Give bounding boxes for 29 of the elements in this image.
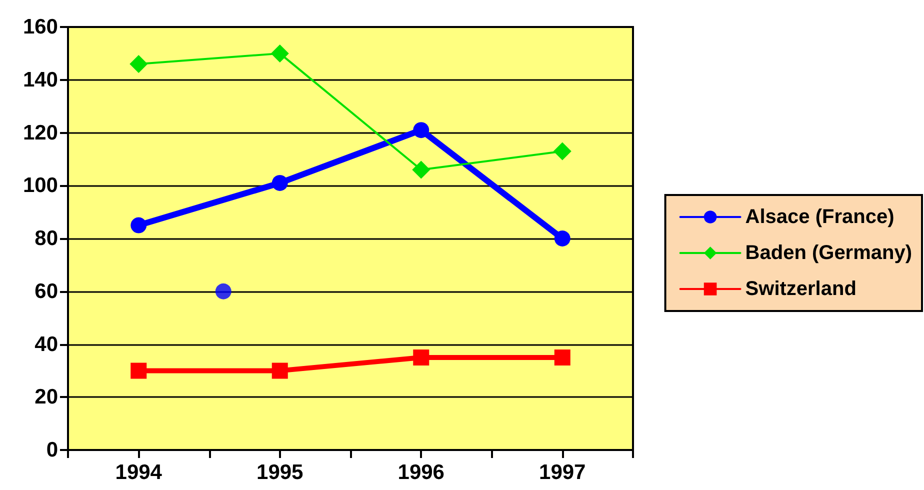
y-tick-label: 100	[22, 174, 58, 198]
y-tick-label: 40	[34, 332, 58, 356]
point	[270, 44, 289, 62]
legend-label: Baden (Germany)	[745, 242, 912, 264]
point	[130, 362, 147, 379]
legend-label: Alsace (France)	[745, 206, 894, 228]
point	[272, 174, 288, 191]
y-tick-label: 140	[22, 68, 58, 92]
point	[554, 349, 570, 366]
y-tick-label: 0	[46, 438, 58, 462]
point	[272, 362, 288, 379]
point	[130, 217, 147, 234]
x-tick-label: 1995	[256, 461, 304, 484]
y-tick-label: 20	[34, 386, 58, 409]
point	[130, 55, 148, 74]
y-tick-label: 80	[34, 227, 58, 250]
point	[412, 160, 430, 179]
point	[554, 230, 570, 246]
x-tick-label: 1997	[539, 461, 586, 484]
y-tick-label: 60	[34, 280, 58, 303]
point	[413, 349, 430, 366]
x-tick-label: 1994	[115, 461, 162, 484]
x-tick-label: 1996	[398, 461, 444, 484]
point	[413, 122, 430, 138]
y-tick-label: 160	[22, 16, 58, 38]
y-tick-label: 120	[22, 121, 58, 144]
point	[215, 283, 232, 300]
point	[553, 142, 572, 160]
legend-label: Switzerland	[745, 278, 856, 300]
